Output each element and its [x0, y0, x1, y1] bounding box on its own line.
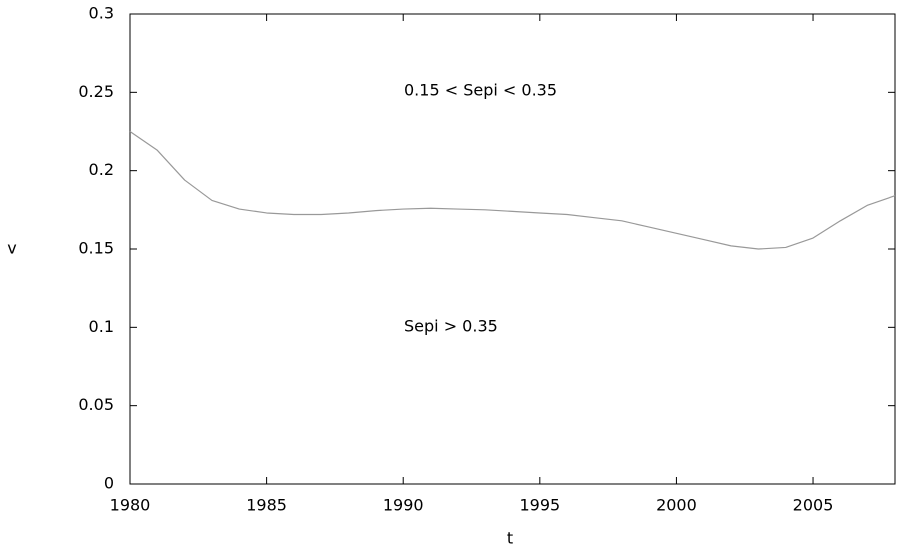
x-tick-label: 2005 — [793, 496, 834, 515]
y-tick-label: 0.1 — [89, 317, 114, 336]
annotation: 0.15 < Sepi < 0.35 — [404, 81, 557, 100]
x-tick-label: 1995 — [519, 496, 560, 515]
x-tick-label: 1985 — [246, 496, 287, 515]
x-tick-label: 1980 — [110, 496, 151, 515]
y-tick-label: 0.05 — [78, 395, 114, 414]
x-tick-label: 1990 — [383, 496, 424, 515]
x-tick-label: 2000 — [656, 496, 697, 515]
y-tick-label: 0.25 — [78, 82, 114, 101]
data-line — [129, 131, 896, 250]
annotation: Sepi > 0.35 — [404, 317, 498, 336]
y-tick-label: 0 — [104, 474, 114, 493]
y-tick-label: 0.15 — [78, 239, 114, 258]
y-tick-label: 0.3 — [89, 4, 114, 23]
y-tick-label: 0.2 — [89, 160, 114, 179]
y-axis-label: v — [7, 239, 16, 258]
x-axis-label: t — [507, 529, 513, 548]
